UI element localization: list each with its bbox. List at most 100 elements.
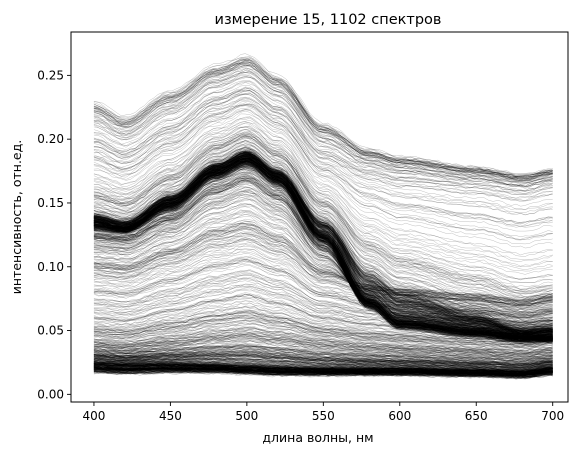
spectrum-line [93, 369, 553, 378]
spectrum-line [93, 180, 553, 331]
spectrum-line [93, 160, 553, 340]
spectrum-line [93, 157, 553, 338]
y-axis-label: интенсивность, отн.ед. [9, 140, 24, 294]
spectrum-line [93, 174, 553, 334]
x-tick-label: 700 [541, 409, 564, 423]
spectrum-line [93, 350, 553, 364]
y-tick-label: 0.15 [37, 196, 64, 210]
spectrum-line [93, 340, 553, 359]
spectrum-line [93, 162, 553, 341]
spectrum-line [93, 102, 553, 224]
spectrum-line [93, 153, 553, 335]
spectrum-line [93, 160, 553, 341]
spectrum-line [93, 363, 553, 374]
spectrum-line [93, 314, 553, 345]
spectrum-line [93, 158, 553, 338]
spectrum-line [93, 120, 553, 267]
spectrum-line [93, 334, 553, 355]
spectrum-line [93, 335, 553, 357]
spectrum-line [93, 152, 553, 332]
spectrum-line [93, 167, 553, 345]
spectrum-line [93, 366, 553, 375]
spectrum-line [93, 348, 553, 363]
spectrum-line [93, 352, 553, 366]
spectrum-line [93, 210, 553, 314]
spectrum-line [93, 109, 553, 241]
spectrum-line [93, 361, 553, 373]
spectrum-line [93, 212, 553, 307]
spectrum-line [93, 152, 553, 333]
spectrum-line [93, 351, 553, 364]
spectrum-line [93, 357, 553, 369]
spectrum-line [93, 157, 553, 338]
spectrum-line [93, 258, 553, 318]
spectrum-line [93, 362, 553, 374]
spectrum-line [93, 151, 553, 333]
spectrum-line [93, 150, 553, 331]
spectrum-line [93, 357, 553, 370]
spectrum-line [93, 161, 553, 340]
spectrum-line [93, 156, 553, 337]
spectrum-line [93, 151, 553, 332]
spectrum-line [93, 362, 553, 373]
spectrum-line [93, 157, 553, 338]
spectrum-line [93, 154, 553, 336]
spectrum-line [93, 100, 553, 224]
spectrum-line [93, 136, 553, 294]
spectrum-line [93, 126, 553, 280]
spectrum-line [93, 237, 553, 307]
spectrum-line [93, 151, 553, 330]
spectrum-line [93, 350, 553, 366]
spectrum-line [93, 158, 553, 340]
spectrum-line [93, 265, 553, 320]
spectrum-line [93, 366, 553, 375]
spectrum-line [93, 297, 553, 337]
spectrum-line [93, 356, 553, 368]
spectrum-line [93, 116, 553, 257]
spectrum-line [93, 357, 553, 369]
spectrum-line [93, 367, 553, 375]
spectrum-line [93, 163, 553, 343]
spectrum-line [93, 369, 553, 378]
spectrum-line [93, 167, 553, 338]
spectrum-line [93, 175, 553, 332]
spectrum-line [93, 223, 553, 306]
spectrum-line [93, 350, 553, 365]
spectrum-line [93, 150, 553, 329]
spectrum-line [93, 320, 553, 348]
spectrum-line [93, 153, 553, 334]
spectrum-line [93, 335, 553, 357]
spectrum-line [93, 323, 553, 349]
spectrum-line [93, 157, 553, 339]
spectrum-line [93, 363, 553, 373]
spectrum-line [93, 161, 553, 340]
spectrum-line [93, 168, 553, 336]
spectrum-line [93, 160, 553, 340]
spectrum-line [93, 152, 553, 332]
spectrum-line [93, 155, 553, 337]
spectrum-line [93, 167, 553, 338]
spectrum-line [93, 355, 553, 369]
y-tick-label: 0.00 [37, 387, 64, 401]
spectrum-line [93, 370, 553, 379]
spectrum-line [93, 352, 553, 367]
spectrum-line [93, 365, 553, 374]
spectrum-line [93, 163, 553, 341]
spectrum-line [93, 287, 553, 332]
spectrum-line [93, 367, 553, 377]
spectrum-line [93, 161, 553, 341]
spectrum-line [93, 82, 553, 189]
spectrum-line [93, 159, 553, 340]
spectrum-line [93, 166, 553, 343]
spectrum-line [93, 64, 553, 181]
y-tick-label: 0.20 [37, 132, 64, 146]
spectrum-line [93, 159, 553, 338]
spectrum-line [93, 258, 553, 317]
spectrum-line [93, 151, 553, 333]
spectrum-line [93, 205, 553, 316]
spectrum-line [93, 365, 553, 376]
spectrum-line [93, 312, 553, 346]
spectrum-line [93, 155, 553, 336]
spectrum-line [93, 363, 553, 374]
spectrum-line [93, 250, 553, 314]
